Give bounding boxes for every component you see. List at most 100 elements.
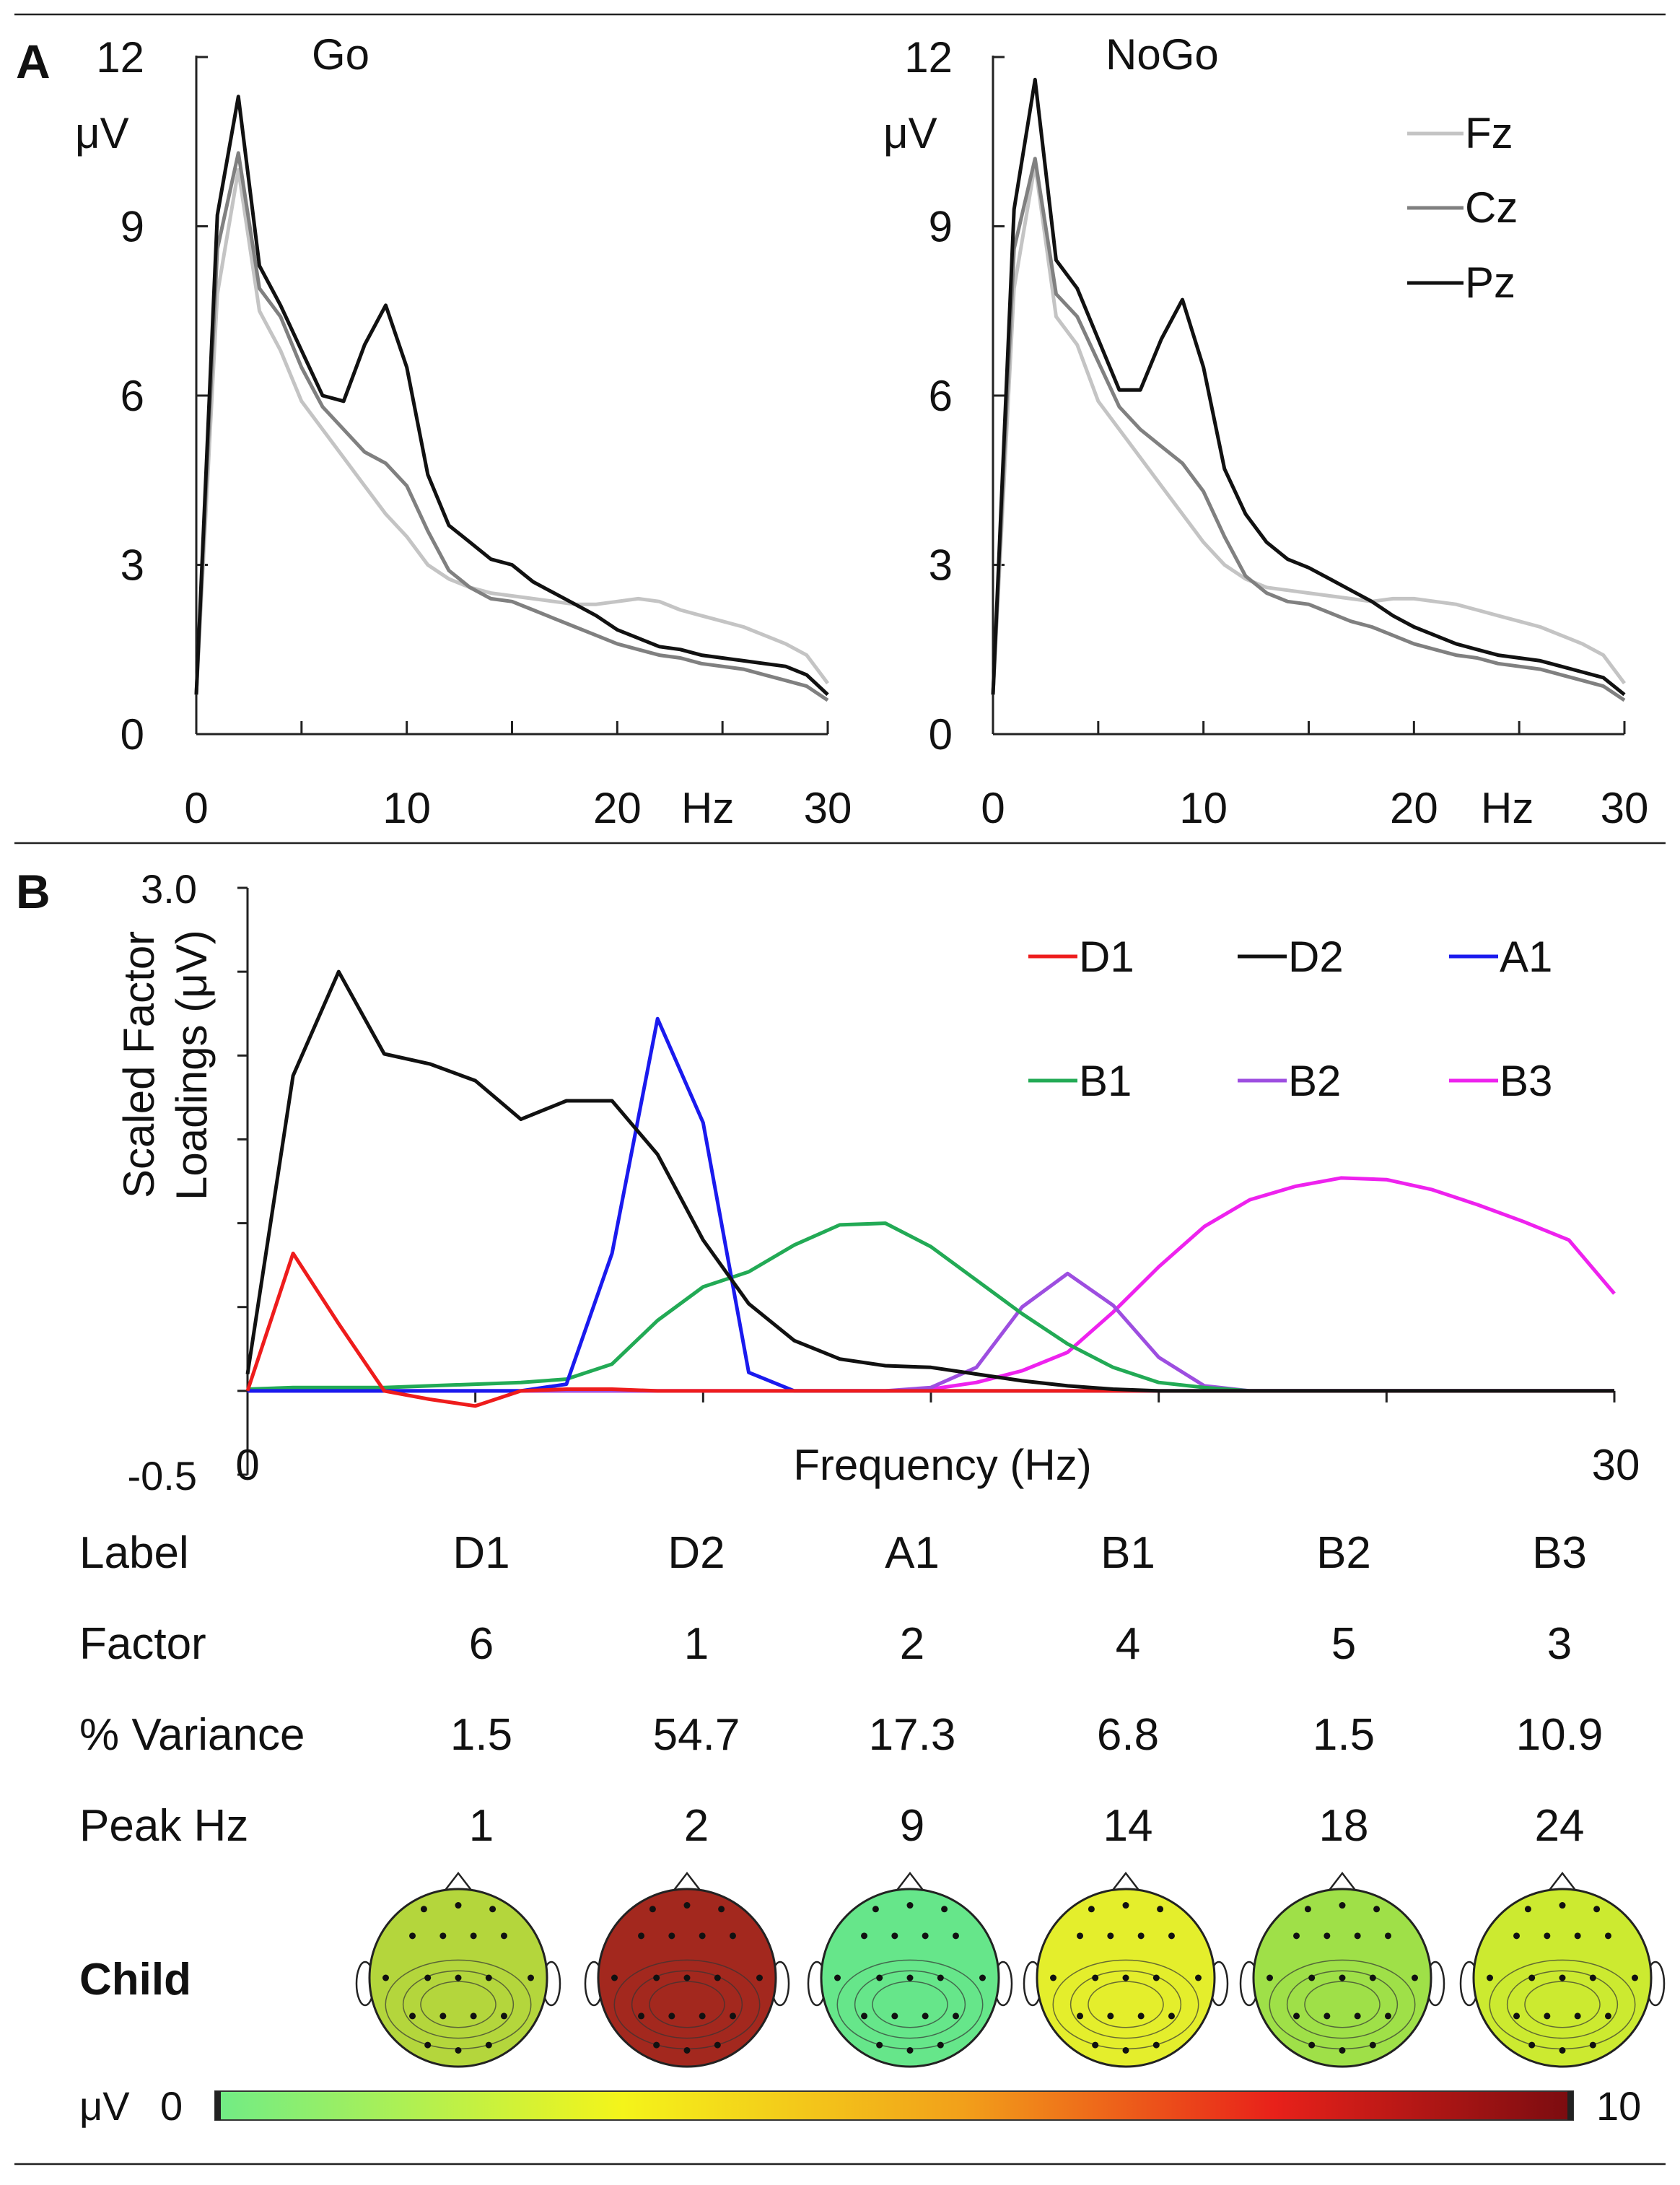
electrode xyxy=(485,1974,492,1981)
electrode xyxy=(1157,1906,1164,1913)
electrode xyxy=(1308,1974,1316,1981)
table-cell-peak: 18 xyxy=(1319,1801,1369,1851)
table-row-header: Peak Hz xyxy=(79,1801,248,1851)
table-cell-variance: 54.7 xyxy=(653,1710,740,1760)
electrode xyxy=(527,1974,534,1981)
table-cell-peak: 1 xyxy=(469,1801,494,1851)
nogo-x-unit: Hz xyxy=(1481,784,1534,832)
table-cell-peak: 24 xyxy=(1535,1801,1585,1851)
electrode xyxy=(653,1974,660,1981)
electrode xyxy=(1339,1902,1346,1909)
series-line-cz xyxy=(991,157,1626,702)
electrode xyxy=(500,1932,507,1940)
electrode xyxy=(1168,1932,1175,1940)
electrode xyxy=(409,2012,416,2020)
head-nose xyxy=(895,1871,925,1893)
loadings-xlabel: Frequency (Hz) xyxy=(793,1441,1091,1489)
electrode xyxy=(714,2041,721,2049)
loadings-ylabel-line1: Scaled Factor xyxy=(115,931,163,1198)
table-row-header: Factor xyxy=(79,1619,206,1669)
electrode xyxy=(937,1974,944,1981)
legend-label-fz: Fz xyxy=(1465,109,1513,157)
electrode xyxy=(718,1906,725,1913)
table-cell-factor: 2 xyxy=(900,1619,924,1669)
y-tick-label: 3 xyxy=(929,541,953,590)
electrode xyxy=(699,1932,706,1940)
go-x-unit: Hz xyxy=(681,784,734,832)
electrode xyxy=(872,1906,879,1913)
contour-line xyxy=(1069,1970,1182,2039)
electrode xyxy=(1528,1974,1536,1981)
electrode xyxy=(489,1906,496,1913)
x-tick-label: 30 xyxy=(804,784,852,832)
contour-line xyxy=(631,1970,743,2039)
contour-line xyxy=(1524,1981,1601,2028)
table-cell-factor: 4 xyxy=(1116,1619,1140,1669)
electrode xyxy=(420,1906,427,1913)
x-tick-label: 10 xyxy=(1179,784,1228,832)
colorbar-min-label: 0 xyxy=(160,2083,183,2129)
contour-line xyxy=(854,1970,966,2039)
legend-label-b3: B3 xyxy=(1500,1057,1552,1105)
series-line-d1 xyxy=(245,1251,1614,1408)
electrode xyxy=(1524,1906,1531,1913)
electrode xyxy=(1604,1932,1611,1940)
electrode xyxy=(1354,2012,1361,2020)
y-tick-label: 6 xyxy=(929,372,953,420)
electrode xyxy=(1373,1906,1381,1913)
panel-a-legend: Fz Cz Pz xyxy=(1407,109,1518,307)
electrode xyxy=(1339,2046,1346,2054)
electrode xyxy=(455,1974,462,1981)
topomap-a1 xyxy=(807,1871,1013,2068)
nogo-chart: NoGo μV Hz 0 3 6 9 12 0 10 20 30 xyxy=(883,30,1648,832)
electrode xyxy=(1194,1974,1202,1981)
table-cell-variance: 1.5 xyxy=(1313,1710,1375,1760)
loadings-ylabel-line2: Loadings (μV) xyxy=(167,930,216,1200)
go-y-unit: μV xyxy=(75,109,129,157)
y-tick-label: 12 xyxy=(96,33,144,82)
legend-label-pz: Pz xyxy=(1465,258,1515,307)
electrode xyxy=(1384,1932,1391,1940)
head-nose xyxy=(443,1871,473,1893)
electrode xyxy=(979,1974,986,1981)
electrode xyxy=(729,2012,736,2020)
series-line-fz xyxy=(194,167,830,695)
x-tick-label: 0 xyxy=(184,784,208,832)
colorbar-left-cap xyxy=(215,2091,221,2120)
table-cell-label: B1 xyxy=(1101,1528,1155,1578)
series-line-d2 xyxy=(245,969,1614,1393)
x-tick-label: 20 xyxy=(1390,784,1438,832)
table-cell-peak: 9 xyxy=(900,1801,924,1851)
contour-line xyxy=(649,1981,725,2028)
go-chart: Go μV Hz 0 3 6 9 12 0 10 20 30 xyxy=(75,30,852,832)
electrode xyxy=(1528,2041,1536,2049)
y-tick-label: 3 xyxy=(121,541,144,590)
legend-label-d2: D2 xyxy=(1288,933,1344,981)
contour-line xyxy=(1304,1981,1381,2028)
electrode xyxy=(906,2046,914,2054)
electrode xyxy=(1593,1906,1601,1913)
electrode xyxy=(683,2046,691,2054)
electrode xyxy=(455,1902,462,1909)
electrode xyxy=(1168,2012,1175,2020)
electrode xyxy=(1411,1974,1418,1981)
electrode xyxy=(500,2012,507,2020)
table-cell-factor: 6 xyxy=(469,1619,494,1669)
electrode xyxy=(922,2012,929,2020)
electrode xyxy=(1122,1902,1129,1909)
legend-label-d1: D1 xyxy=(1079,933,1134,981)
electrode xyxy=(1293,1932,1300,1940)
contour-line xyxy=(1286,1970,1399,2039)
electrode xyxy=(1513,1932,1521,1940)
electrode xyxy=(1339,1974,1346,1981)
electrode xyxy=(653,2041,660,2049)
colorbar-max-label: 10 xyxy=(1596,2083,1641,2129)
table-cell-label: D1 xyxy=(452,1528,509,1578)
series-line-cz xyxy=(194,151,829,702)
electrode xyxy=(729,1932,736,1940)
legend-label-a1: A1 xyxy=(1500,933,1552,981)
electrode xyxy=(1152,1974,1160,1981)
table-cell-variance: 17.3 xyxy=(869,1710,956,1760)
